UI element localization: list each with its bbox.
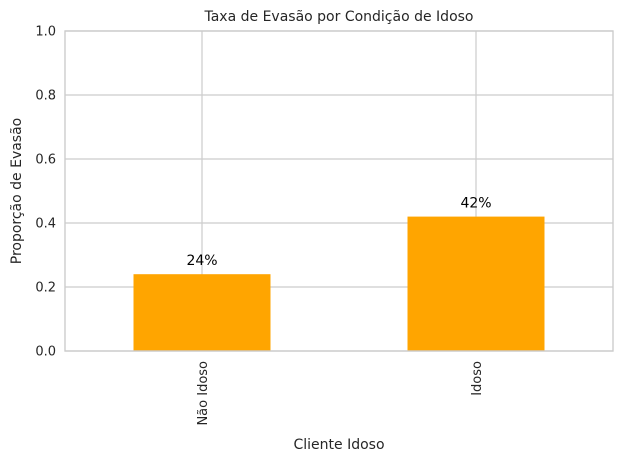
y-tick-label: 0.4	[35, 217, 56, 232]
x-axis-label: Cliente Idoso	[293, 437, 384, 453]
y-tick-label: 1.0	[35, 25, 56, 40]
y-tick-label: 0.8	[35, 89, 56, 104]
y-tick-label: 0.0	[35, 345, 56, 360]
bar	[408, 217, 545, 351]
chart-title: Taxa de Evasão por Condição de Idoso	[203, 9, 473, 25]
x-tick-labels: Não Idoso Idoso	[196, 361, 485, 426]
y-axis-label: Proporção de Evasão	[9, 118, 25, 265]
y-tick-labels: 0.0 0.2 0.4 0.6 0.8 1.0	[35, 25, 56, 360]
y-tick-label: 0.6	[35, 153, 56, 168]
data-label: 42%	[460, 196, 491, 212]
bar	[134, 274, 271, 351]
y-tick-label: 0.2	[35, 281, 56, 296]
x-tick-label: Não Idoso	[196, 361, 211, 426]
bars	[134, 217, 545, 351]
x-tick-label: Idoso	[470, 361, 485, 396]
data-label: 24%	[186, 253, 217, 269]
